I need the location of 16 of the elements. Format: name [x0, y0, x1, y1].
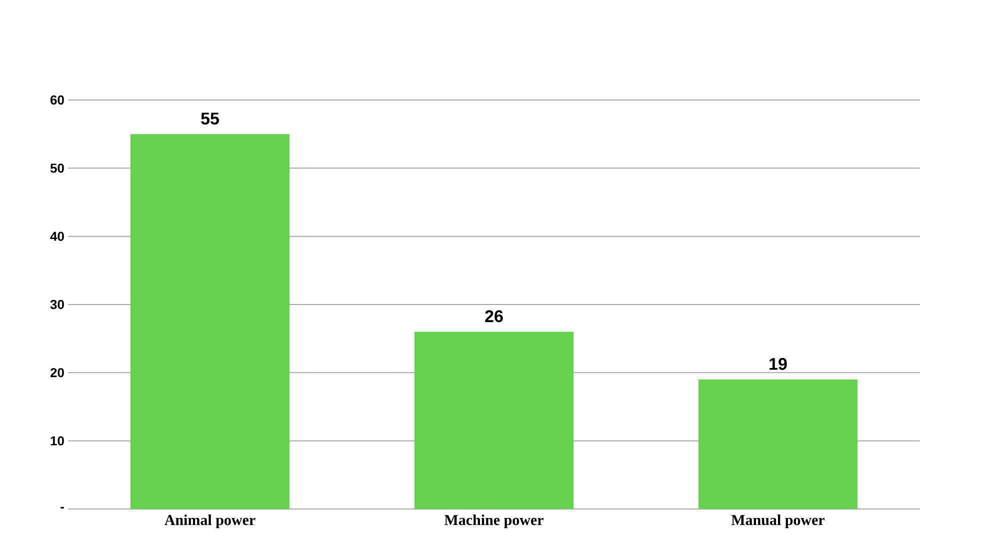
y-tick-label: -	[60, 506, 64, 508]
data-label: 26	[485, 310, 503, 322]
y-tick-label: 60	[50, 95, 64, 105]
data-label: 55	[201, 112, 219, 125]
bar	[414, 332, 574, 509]
y-tick-label: 30	[50, 300, 64, 310]
x-tick-label: Manual power	[731, 514, 825, 528]
x-tick-label: Animal power	[164, 514, 256, 528]
x-tick-label: Machine power	[444, 514, 544, 528]
y-tick-label: 20	[50, 368, 64, 378]
data-label: 19	[770, 358, 787, 370]
y-tick-label: 40	[50, 232, 64, 241]
y-tick-label: 50	[50, 164, 64, 173]
bar	[698, 379, 858, 509]
y-tick-label: 10	[50, 436, 64, 446]
bar	[130, 134, 290, 509]
